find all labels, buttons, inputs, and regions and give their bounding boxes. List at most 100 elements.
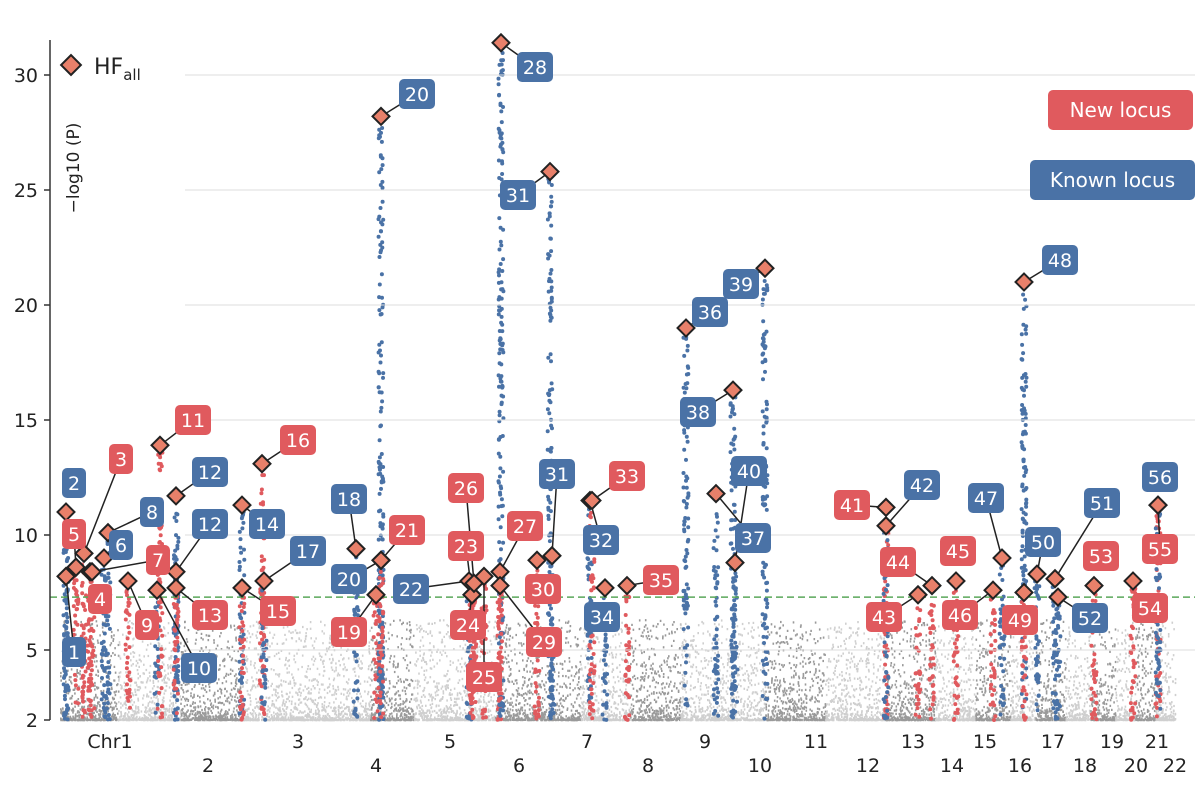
background-variant — [529, 697, 531, 700]
background-variant — [485, 705, 487, 709]
background-variant — [172, 664, 174, 667]
background-variant — [386, 717, 389, 720]
background-variant — [433, 665, 436, 668]
background-variant — [352, 706, 355, 709]
background-variant — [129, 620, 131, 623]
background-variant — [410, 698, 413, 701]
background-variant — [304, 640, 306, 643]
background-variant — [575, 643, 578, 646]
background-variant — [366, 680, 369, 683]
background-variant — [340, 711, 343, 714]
background-variant — [95, 665, 98, 668]
background-variant — [93, 698, 95, 701]
background-variant — [152, 711, 154, 714]
background-variant — [297, 668, 300, 671]
background-variant — [135, 684, 138, 687]
background-variant — [355, 711, 358, 714]
background-variant — [485, 719, 487, 722]
background-variant — [391, 697, 393, 700]
background-variant — [167, 632, 169, 635]
background-variant — [461, 696, 463, 699]
background-variant — [449, 692, 451, 695]
background-variant — [70, 696, 72, 699]
background-variant — [514, 679, 517, 682]
background-variant — [393, 670, 396, 674]
background-variant — [157, 641, 160, 645]
background-variant — [368, 648, 370, 651]
background-variant — [446, 699, 448, 702]
background-variant — [231, 713, 234, 716]
background-variant — [569, 625, 572, 628]
background-variant — [327, 705, 330, 708]
background-variant — [247, 630, 249, 633]
background-variant — [137, 708, 140, 712]
background-variant — [403, 680, 405, 683]
background-variant — [148, 714, 151, 717]
background-variant — [506, 623, 508, 627]
background-variant — [285, 700, 287, 704]
background-variant — [541, 713, 543, 716]
background-variant — [163, 655, 166, 658]
background-variant — [422, 712, 425, 715]
background-variant — [155, 719, 157, 722]
background-variant — [356, 719, 358, 722]
background-variant — [453, 687, 456, 690]
background-variant — [397, 675, 399, 678]
background-variant — [308, 679, 311, 682]
background-variant — [474, 707, 477, 710]
background-variant — [482, 706, 485, 709]
background-variant — [400, 714, 403, 717]
background-variant — [425, 669, 428, 672]
background-variant — [429, 703, 432, 706]
background-variant — [537, 693, 540, 696]
background-variant — [505, 626, 508, 629]
background-variant — [139, 687, 142, 690]
background-variant — [479, 713, 482, 716]
background-variant — [510, 672, 512, 675]
background-variant — [415, 660, 418, 663]
background-variant — [350, 713, 353, 716]
background-variant — [78, 685, 80, 688]
background-variant — [429, 710, 431, 713]
background-variant — [65, 692, 68, 695]
background-variant — [408, 629, 411, 632]
background-variant — [479, 709, 482, 712]
background-variant — [353, 658, 355, 661]
background-variant — [450, 688, 452, 692]
background-variant — [145, 668, 148, 672]
background-variant — [276, 642, 279, 645]
background-variant — [186, 718, 188, 721]
background-variant — [326, 650, 328, 653]
background-variant — [245, 640, 248, 643]
background-variant — [233, 674, 236, 678]
background-variant — [522, 642, 525, 646]
background-variant — [124, 714, 126, 718]
background-variant — [531, 675, 533, 678]
background-variant — [323, 669, 326, 672]
background-variant — [253, 664, 255, 667]
background-variant — [114, 647, 116, 650]
background-variant — [400, 718, 402, 721]
background-variant — [230, 698, 233, 701]
background-variant — [622, 692, 624, 695]
background-variant — [293, 681, 296, 685]
background-variant — [342, 688, 345, 691]
background-variant — [411, 679, 414, 683]
background-variant — [300, 691, 302, 694]
background-variant — [311, 658, 313, 661]
background-variant — [314, 717, 317, 720]
background-variant — [205, 690, 208, 694]
background-variant — [358, 719, 361, 722]
background-variant — [255, 647, 257, 650]
background-variant — [393, 704, 396, 707]
background-variant — [334, 718, 337, 722]
background-variant — [528, 678, 530, 682]
background-variant — [566, 694, 569, 697]
background-variant — [512, 717, 514, 720]
background-variant — [117, 654, 120, 657]
background-variant — [147, 644, 149, 647]
background-variant — [79, 702, 81, 705]
background-variant — [430, 707, 432, 710]
background-variant — [111, 687, 113, 690]
background-variant — [600, 690, 603, 693]
